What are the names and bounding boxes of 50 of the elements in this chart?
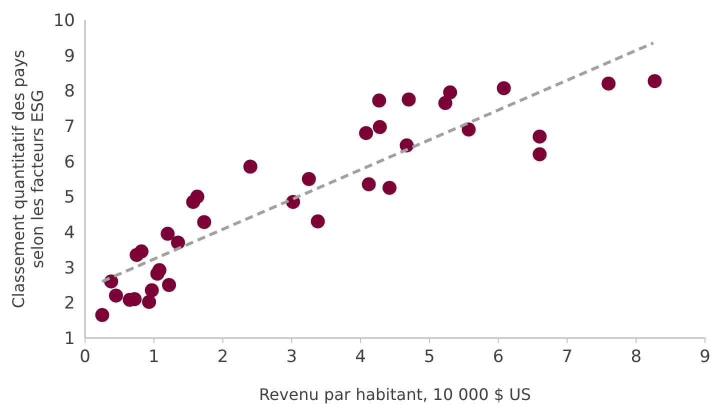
point <box>95 308 110 322</box>
point <box>197 215 212 230</box>
point <box>362 177 376 192</box>
y-tick-label: 8 <box>64 82 75 102</box>
x-tick-label: 2 <box>217 347 228 367</box>
point <box>190 190 204 204</box>
x-tick-label: 8 <box>630 347 642 367</box>
point <box>243 160 258 174</box>
x-tick-label: 4 <box>355 347 366 367</box>
y-tick-label: 6 <box>64 152 75 172</box>
y-tick-label: 2 <box>64 294 75 314</box>
point <box>496 81 511 96</box>
point <box>532 130 547 144</box>
point <box>602 76 616 91</box>
point <box>160 226 175 241</box>
point <box>142 294 156 309</box>
point <box>310 214 325 228</box>
y-tick-label: 1 <box>64 328 75 349</box>
point <box>144 283 159 298</box>
point <box>372 120 387 134</box>
point <box>359 126 374 140</box>
x-tick-label: 3 <box>286 347 298 367</box>
y-tick-label: 3 <box>64 258 75 278</box>
point <box>372 94 386 108</box>
x-tick-label: 5 <box>424 347 435 367</box>
y-tick-label: 9 <box>64 46 75 66</box>
y-tick-label: 4 <box>64 222 75 243</box>
point <box>171 236 185 250</box>
point <box>152 263 166 278</box>
point <box>532 147 547 162</box>
point <box>162 278 176 292</box>
x-tick-label: 7 <box>562 347 573 367</box>
point <box>134 244 148 258</box>
point <box>462 122 476 137</box>
point <box>402 92 416 106</box>
x-tick-label: 0 <box>80 347 90 367</box>
x-tick-label: 6 <box>492 347 504 367</box>
y-tick-label: 10 <box>53 10 75 31</box>
point <box>443 85 458 100</box>
y-axis-title: Classement quantitatif des pays selon les facteurs ESG <box>9 50 48 308</box>
point <box>648 74 662 88</box>
point <box>438 96 452 110</box>
point <box>302 172 316 186</box>
point <box>109 288 123 303</box>
point <box>382 180 396 195</box>
y-tick-label: 5 <box>64 188 75 208</box>
x-tick-label: 1 <box>148 347 160 367</box>
y-tick-label: 7 <box>64 116 75 137</box>
x-tick-label: 9 <box>700 347 710 367</box>
x-axis-title: Revenu par habitant, 10 000 $ US <box>259 385 531 404</box>
